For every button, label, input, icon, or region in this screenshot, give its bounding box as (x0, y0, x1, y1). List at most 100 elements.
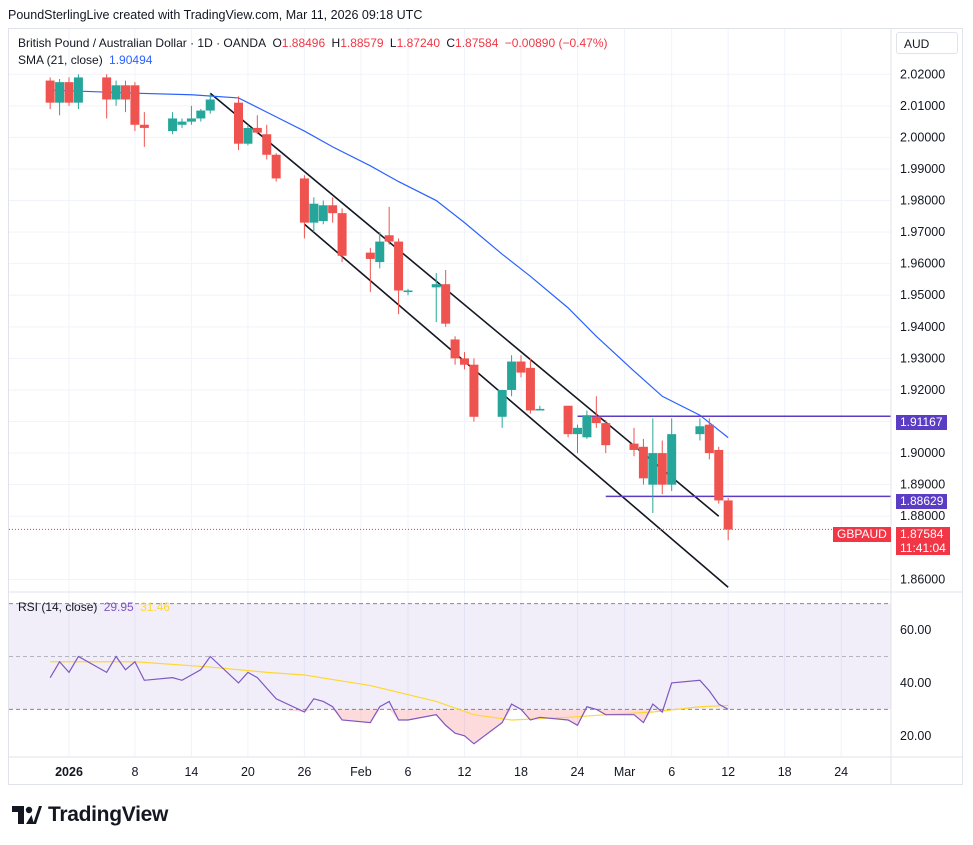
candle-body (441, 284, 451, 324)
tradingview-logo-text: TradingView (48, 803, 169, 826)
rsi-tick-label: 40.00 (900, 676, 931, 690)
candle-body (55, 82, 65, 103)
candle-body (337, 213, 347, 256)
time-tick-label: Mar (614, 765, 636, 779)
sma-legend-value: 1.90494 (109, 53, 153, 67)
candle-body (431, 284, 441, 288)
candle-body (516, 361, 526, 373)
rsi-tick-label: 60.00 (900, 623, 931, 637)
chart-frame (8, 28, 963, 785)
candle-body (196, 110, 206, 119)
time-tick-label: 20 (241, 765, 255, 779)
candle-body (64, 82, 74, 103)
candle-body (177, 121, 187, 125)
candle-body (525, 367, 535, 411)
price-tick-label: 1.97000 (900, 225, 945, 239)
candle-body (271, 154, 281, 179)
legend-low-label: L (389, 36, 397, 50)
candle-body (591, 416, 601, 424)
price-legend: British Pound / Australian Dollar · 1D ·… (18, 36, 611, 50)
candle-body (186, 118, 196, 122)
candle-body (563, 405, 573, 435)
candle-body (582, 415, 592, 438)
candle-body (403, 290, 413, 293)
time-tick-label: 6 (405, 765, 412, 779)
candle-body (365, 252, 375, 259)
time-tick-label: 24 (834, 765, 848, 779)
candle-body (309, 203, 319, 223)
last-price-value: 1.87584 (900, 527, 944, 541)
rsi-ma-line (50, 661, 729, 721)
candle-body (234, 102, 243, 144)
candle-body (102, 77, 112, 100)
lower-level-tag: 1.88629 (896, 494, 948, 509)
candle-body (318, 205, 328, 222)
price-tick-label: 1.98000 (900, 194, 945, 208)
candle-body (460, 358, 469, 365)
candle-body (469, 364, 479, 417)
price-tick-label: 2.01000 (900, 99, 945, 113)
legend-open-value: 1.88496 (281, 36, 326, 50)
candle-body (139, 124, 149, 128)
price-tick-label: 1.92000 (900, 383, 945, 397)
legend-high-value: 1.88579 (340, 36, 384, 50)
currency-button[interactable]: AUD (896, 32, 958, 54)
legend-title[interactable]: British Pound / Australian Dollar · 1D ·… (18, 36, 267, 50)
grid-lines (9, 29, 891, 757)
price-tick-label: 2.02000 (900, 67, 945, 81)
candle-body (648, 453, 658, 485)
price-tick-label: 1.93000 (900, 351, 945, 365)
rsi-legend-value: 29.95 (103, 600, 134, 614)
candle-body (121, 85, 130, 100)
price-tick-label: 1.96000 (900, 257, 945, 271)
candle-body (111, 85, 121, 100)
candle-body (695, 426, 705, 435)
price-tick-label: 1.95000 (900, 288, 945, 302)
legend-change: −0.00890 (−0.47%) (504, 36, 608, 50)
candle-body (535, 408, 545, 411)
candle-body (299, 178, 309, 223)
time-tick-label: 26 (297, 765, 311, 779)
sma-legend[interactable]: SMA (21, close) 1.90494 (18, 53, 155, 67)
last-price-tag: 1.87584 11:41:04 (896, 527, 950, 555)
sma-legend-label: SMA (21, close) (18, 53, 103, 67)
candle-body (252, 127, 262, 133)
candle-body (375, 241, 385, 263)
rsi-legend-label: RSI (14, close) (18, 600, 98, 614)
candle-body (657, 453, 667, 485)
candle-body (262, 134, 272, 155)
candlestick-series (45, 74, 733, 541)
candle-body (205, 99, 215, 111)
candle-body (45, 80, 55, 103)
price-tick-label: 1.88000 (900, 509, 945, 523)
time-tick-label: Feb (350, 765, 372, 779)
candle-body (384, 235, 394, 242)
legend-low-value: 1.87240 (396, 36, 440, 50)
time-tick-label: 18 (778, 765, 792, 779)
time-tick-label: 14 (184, 765, 198, 779)
candle-body (723, 500, 733, 530)
rsi-pane (9, 603, 891, 745)
candle-body (450, 339, 460, 359)
candle-body (601, 423, 611, 446)
price-tick-label: 1.90000 (900, 446, 945, 460)
time-tick-label: 8 (131, 765, 138, 779)
candle-body (497, 389, 507, 417)
rsi-tick-label: 20.00 (900, 729, 931, 743)
legend-close-label: C (446, 36, 456, 50)
candle-body (394, 241, 404, 291)
candle-body (73, 77, 83, 103)
candle-body (168, 118, 178, 132)
rsi-legend[interactable]: RSI (14, close) 29.95 31.46 (18, 600, 173, 614)
tradingview-logo[interactable]: TradingView (12, 803, 168, 827)
channel-line (303, 223, 729, 588)
price-tick-label: 2.00000 (900, 130, 945, 144)
candle-body (638, 446, 648, 479)
price-tick-label: 1.99000 (900, 162, 945, 176)
candle-body (507, 361, 517, 390)
symbol-tag: GBPAUD (833, 527, 891, 542)
price-tick-label: 1.86000 (900, 572, 945, 586)
candle-body (714, 449, 724, 501)
candle-body (243, 127, 253, 144)
